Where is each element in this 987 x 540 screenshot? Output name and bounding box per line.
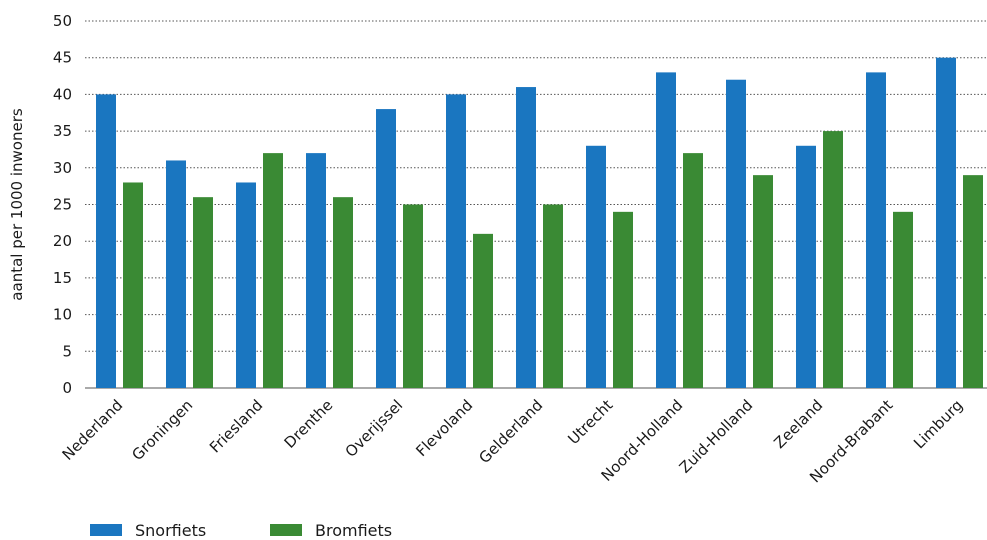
- bar-bromfiets-zeeland: [823, 131, 843, 388]
- bar-snorfiets-zeeland: [796, 145, 816, 388]
- legend-label-snorfiets: Snorfiets: [135, 521, 206, 540]
- bar-bromfiets-overijssel: [403, 204, 423, 388]
- x-tick-label: Drenthe: [281, 396, 337, 452]
- bar-bromfiets-gelderland: [543, 204, 563, 388]
- x-tick-label: Friesland: [206, 396, 266, 456]
- bar-bromfiets-friesland: [263, 153, 283, 388]
- x-tick-label: Overijssel: [342, 396, 407, 461]
- bar-bromfiets-noord-holland: [683, 153, 703, 388]
- bar-snorfiets-friesland: [236, 182, 256, 388]
- bar-snorfiets-groningen: [166, 160, 186, 388]
- bar-snorfiets-overijssel: [376, 109, 396, 388]
- x-axis-categories: Nederland Groningen Friesland Drenthe Overij…: [59, 396, 967, 486]
- bar-snorfiets-nederland: [96, 94, 116, 389]
- bar-bromfiets-zuid-holland: [753, 175, 773, 388]
- bar-snorfiets-gelderland: [516, 87, 536, 388]
- bar-bromfiets-utrecht: [613, 211, 633, 388]
- x-tick-label: Zeeland: [770, 396, 826, 452]
- x-tick-label: Groningen: [128, 396, 196, 464]
- y-tick-label: 35: [53, 122, 72, 140]
- bar-snorfiets-utrecht: [586, 145, 606, 388]
- y-axis-label: aantal per 1000 inwoners: [8, 108, 26, 301]
- y-tick-label: 15: [53, 269, 72, 287]
- y-tick-label: 30: [53, 159, 72, 177]
- bar-bromfiets-limburg: [963, 175, 983, 388]
- y-tick-label: 40: [53, 85, 72, 103]
- bar-bromfiets-noord-brabant: [893, 211, 913, 388]
- bar-snorfiets-zuid-holland: [726, 79, 746, 388]
- y-tick-label: 50: [53, 12, 72, 30]
- x-tick-label: Utrecht: [564, 396, 616, 448]
- y-axis-ticks: 0 5 10 15 20 25 30 35 40 45 50: [53, 12, 72, 397]
- x-tick-label: Nederland: [59, 396, 127, 464]
- bar-snorfiets-flevoland: [446, 94, 466, 389]
- bars: [96, 57, 983, 389]
- legend-label-bromfiets: Bromfiets: [315, 521, 392, 540]
- x-tick-label: Gelderland: [475, 396, 546, 467]
- bar-snorfiets-noord-holland: [656, 72, 676, 388]
- legend: Snorfiets Bromfiets: [90, 521, 392, 540]
- bar-snorfiets-noord-brabant: [866, 72, 886, 388]
- legend-swatch-snorfiets: [90, 524, 122, 536]
- y-tick-label: 5: [62, 342, 72, 360]
- x-tick-label: Limburg: [910, 396, 966, 452]
- x-tick-label: Flevoland: [412, 396, 476, 460]
- legend-swatch-bromfiets: [270, 524, 302, 536]
- bar-bromfiets-groningen: [193, 197, 213, 388]
- y-tick-label: 45: [53, 49, 72, 67]
- y-tick-label: 0: [62, 379, 72, 397]
- x-tick-label: Zuid-Holland: [676, 396, 757, 477]
- bar-bromfiets-drenthe: [333, 197, 353, 388]
- y-tick-label: 20: [53, 232, 72, 250]
- bar-bromfiets-nederland: [123, 182, 143, 388]
- bar-bromfiets-flevoland: [473, 233, 493, 388]
- y-tick-label: 25: [53, 196, 72, 214]
- bar-snorfiets-limburg: [936, 57, 956, 388]
- bar-snorfiets-drenthe: [306, 153, 326, 388]
- y-tick-label: 10: [53, 306, 72, 324]
